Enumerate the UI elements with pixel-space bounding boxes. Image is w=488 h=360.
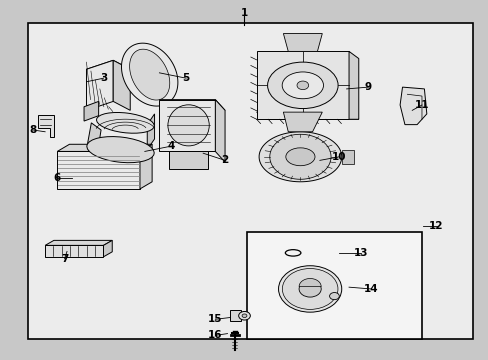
Polygon shape [283,112,322,132]
Circle shape [278,266,341,312]
Bar [28,23,472,339]
Polygon shape [256,51,348,119]
Polygon shape [159,100,215,152]
Polygon shape [169,152,207,169]
Polygon shape [348,51,358,119]
Circle shape [299,281,321,297]
Polygon shape [86,123,101,160]
Polygon shape [269,134,330,179]
Ellipse shape [267,62,337,109]
Text: 9: 9 [364,82,371,92]
Text: 7: 7 [61,253,68,264]
Polygon shape [129,49,169,100]
Polygon shape [299,279,321,287]
Polygon shape [57,152,140,189]
Circle shape [329,293,339,300]
Polygon shape [84,102,99,121]
Circle shape [238,311,250,320]
Ellipse shape [96,112,154,133]
Text: 10: 10 [331,152,346,162]
Text: 8: 8 [29,125,37,135]
Polygon shape [341,150,353,164]
Ellipse shape [285,148,314,166]
Text: 12: 12 [428,221,443,231]
Circle shape [296,81,308,90]
Text: 4: 4 [167,141,175,151]
Text: 15: 15 [208,314,222,324]
Polygon shape [215,100,224,162]
Polygon shape [101,155,140,176]
Circle shape [282,269,337,309]
Text: 13: 13 [353,248,367,258]
Polygon shape [86,60,130,78]
Polygon shape [283,33,322,51]
Polygon shape [399,87,426,125]
Circle shape [242,314,246,318]
Polygon shape [259,132,341,182]
Polygon shape [256,112,358,119]
Text: 5: 5 [182,73,189,83]
Polygon shape [229,310,240,321]
Polygon shape [113,60,130,111]
Polygon shape [147,114,154,150]
Text: 11: 11 [414,100,428,110]
Polygon shape [57,144,152,152]
Ellipse shape [87,136,154,163]
Polygon shape [38,115,54,137]
Polygon shape [45,240,112,246]
Text: 3: 3 [100,73,107,83]
Ellipse shape [167,105,209,146]
Text: 1: 1 [241,8,247,18]
Text: 14: 14 [363,284,377,294]
Text: 16: 16 [208,330,222,341]
Polygon shape [45,246,103,257]
Polygon shape [103,240,112,257]
Text: 6: 6 [54,173,61,183]
Polygon shape [121,43,178,106]
Polygon shape [86,60,113,111]
Polygon shape [140,144,152,189]
Ellipse shape [282,72,323,99]
Bar [246,232,421,339]
Text: 2: 2 [221,156,228,165]
Polygon shape [159,100,224,111]
